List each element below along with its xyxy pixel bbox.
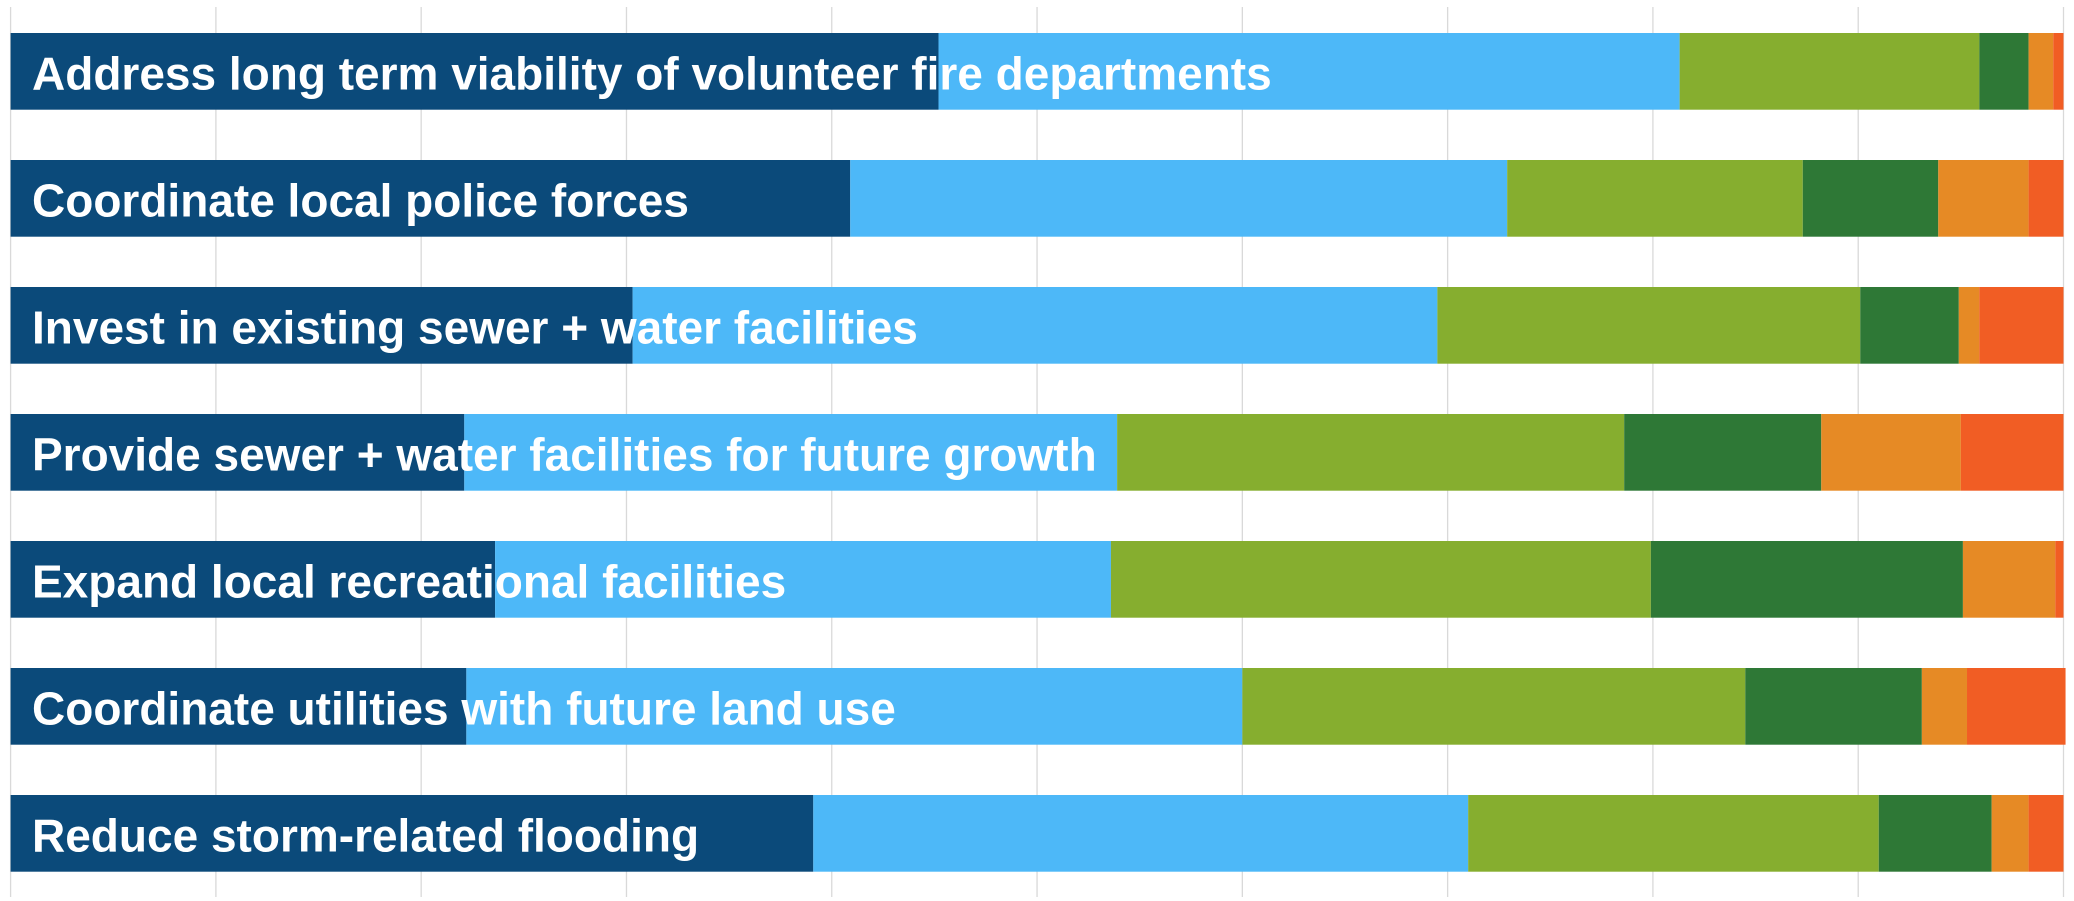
bar-segment [1117,414,1625,491]
bar-segment [1991,795,2029,872]
bar-segment [1938,160,2029,237]
bar-segment [466,668,1243,745]
bar-segment [10,668,467,745]
category-label: Coordinate utilities with future land us… [32,682,896,734]
bar-segment [2028,33,2054,110]
bar-segment [1960,414,2064,491]
bar-segment [850,160,1508,237]
bar-segment [1650,541,1963,618]
category-label: Invest in existing sewer + water facilit… [32,301,918,353]
bar-segment [1468,795,1879,872]
bar-segment [464,414,1118,491]
category-label: Expand local recreational facilities [32,555,786,607]
bar-segment [10,287,633,364]
bar-segment [1979,33,2029,110]
bar-segment [1967,668,2066,745]
bar-segment [10,795,814,872]
category-label: Reduce storm-related flooding [32,809,699,861]
bar-segment [1921,668,1968,745]
bar-segment [2055,541,2064,618]
bar-segment [1958,287,1980,364]
bar-segment [495,541,1111,618]
bar-segment [2028,795,2064,872]
category-label: Address long term viability of volunteer… [32,47,1272,99]
bar-segment [10,160,851,237]
bar-segment [1745,668,1922,745]
bar-segment [813,795,1469,872]
bar-segment [10,33,939,110]
category-label: Provide sewer + water facilities for fut… [32,428,1097,480]
bar-segment [1962,541,2056,618]
bar-segment [1979,287,2064,364]
bar-segment [938,33,1680,110]
bar-segment [632,287,1438,364]
bar-segment [1679,33,1980,110]
bar-segment [1878,795,1992,872]
bar-segment [2053,33,2064,110]
bar-segment [2028,160,2064,237]
bar-segment [1802,160,1939,237]
bar-segment [1624,414,1822,491]
bar-segment [10,541,496,618]
category-label: Coordinate local police forces [32,174,689,226]
bar-segment [1507,160,1803,237]
bar-segment [1860,287,1959,364]
bar-segment [1821,414,1961,491]
bar-segment [1110,541,1651,618]
bar-segment [1437,287,1861,364]
bar-segment [1242,668,1746,745]
bar-segment [10,414,465,491]
